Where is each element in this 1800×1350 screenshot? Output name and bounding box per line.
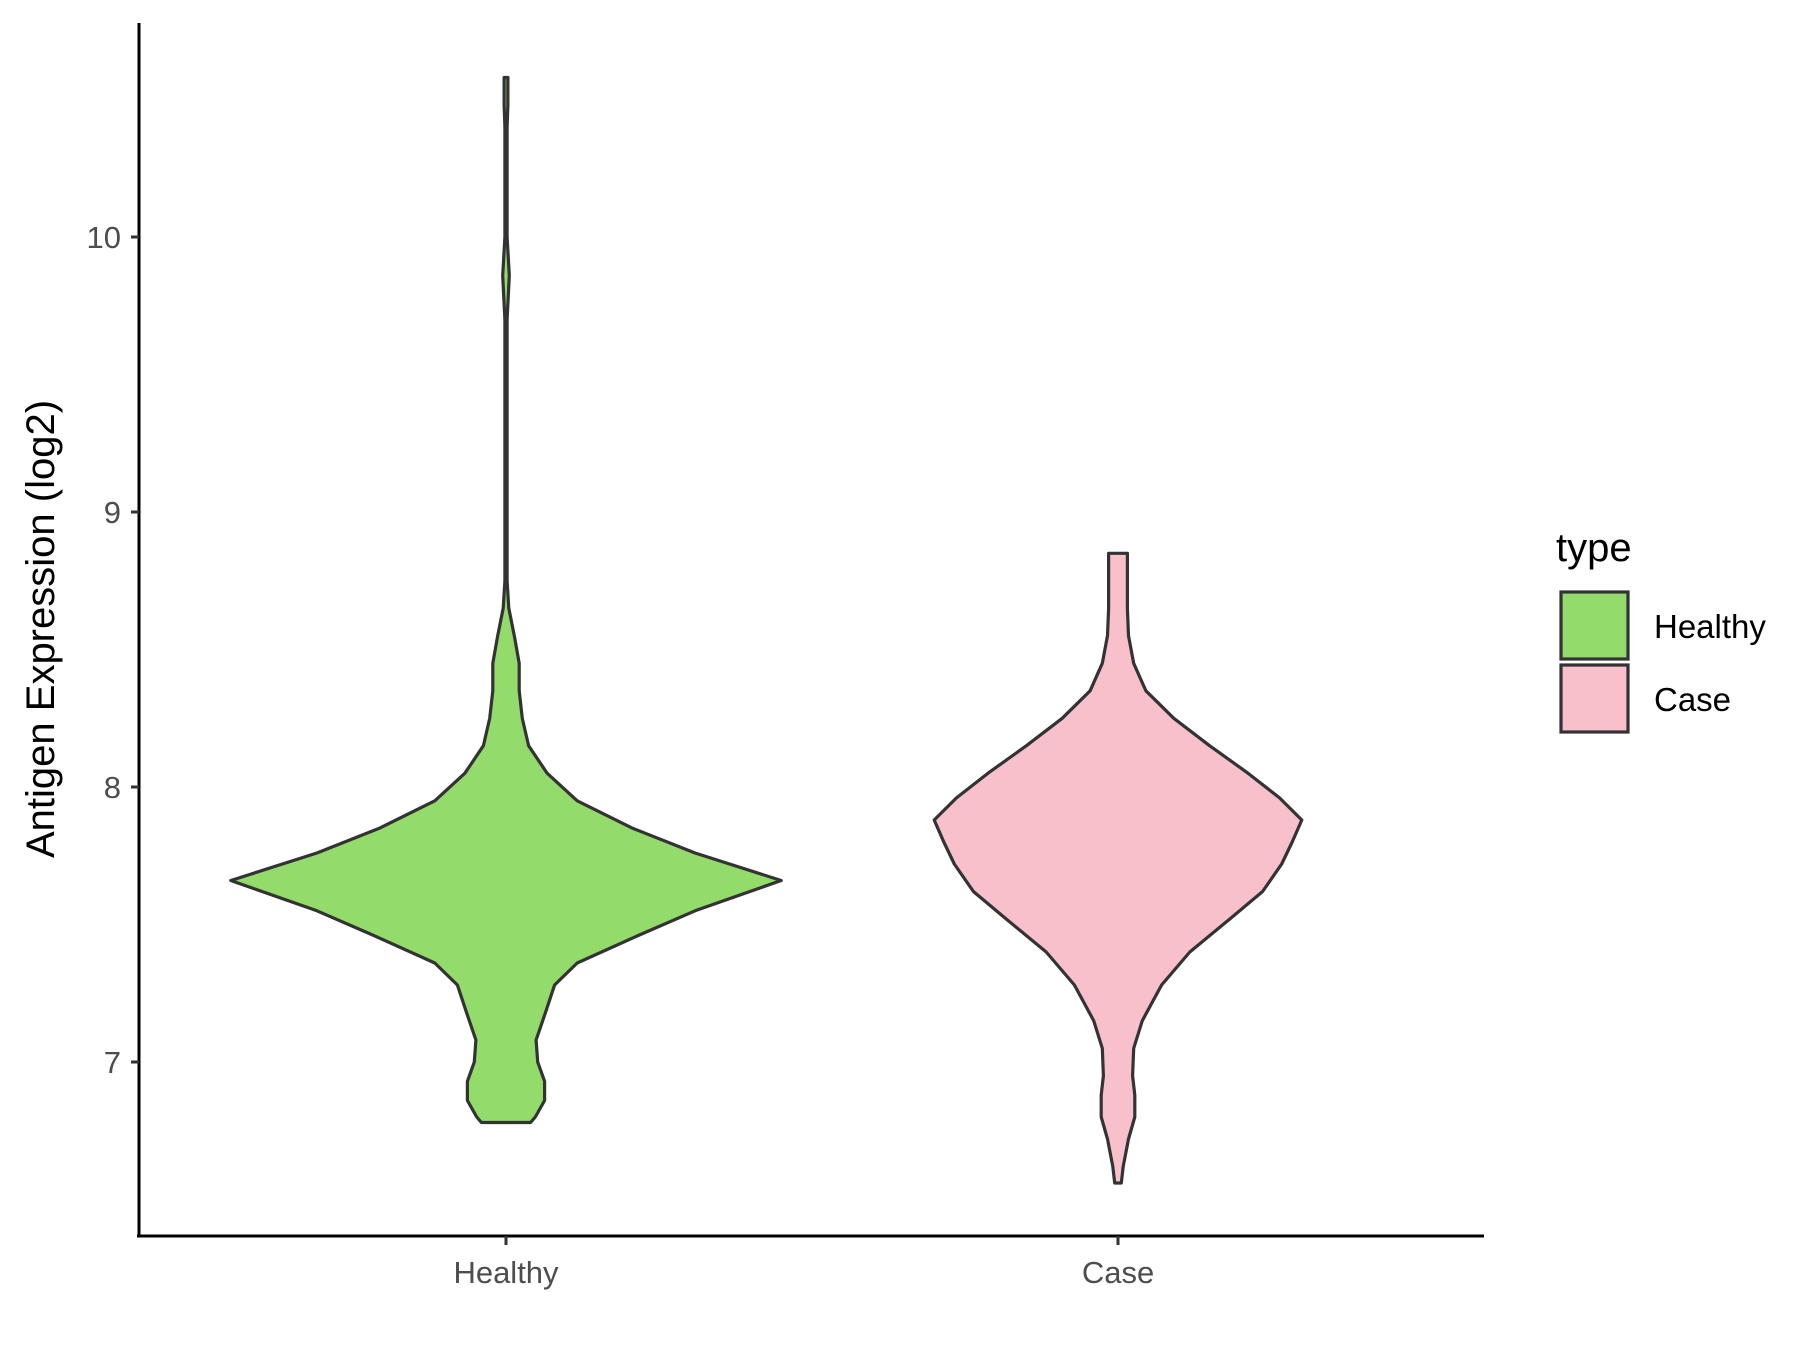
y-axis-title: Antigen Expression (log2) bbox=[19, 400, 63, 858]
y-axis-ticks: 7 8 9 10 bbox=[87, 220, 139, 1080]
legend-swatch-case bbox=[1559, 663, 1630, 734]
violin-healthy bbox=[229, 75, 783, 1125]
x-axis-ticks: Healthy Case bbox=[453, 1236, 1154, 1290]
y-tick-label: 10 bbox=[87, 220, 121, 255]
x-tick-label: Case bbox=[1082, 1255, 1154, 1290]
legend-title: type bbox=[1556, 526, 1632, 570]
y-tick-label: 7 bbox=[104, 1045, 121, 1080]
legend-label-healthy: Healthy bbox=[1654, 608, 1766, 645]
legend: type Healthy Case bbox=[1556, 526, 1766, 734]
x-tick-label: Healthy bbox=[453, 1255, 559, 1290]
legend-swatch-healthy bbox=[1559, 590, 1630, 661]
legend-label-case: Case bbox=[1654, 681, 1731, 718]
y-tick-label: 9 bbox=[104, 495, 121, 530]
y-tick-label: 8 bbox=[104, 770, 121, 805]
violin-case bbox=[932, 551, 1304, 1185]
violin-layer bbox=[229, 75, 1304, 1185]
